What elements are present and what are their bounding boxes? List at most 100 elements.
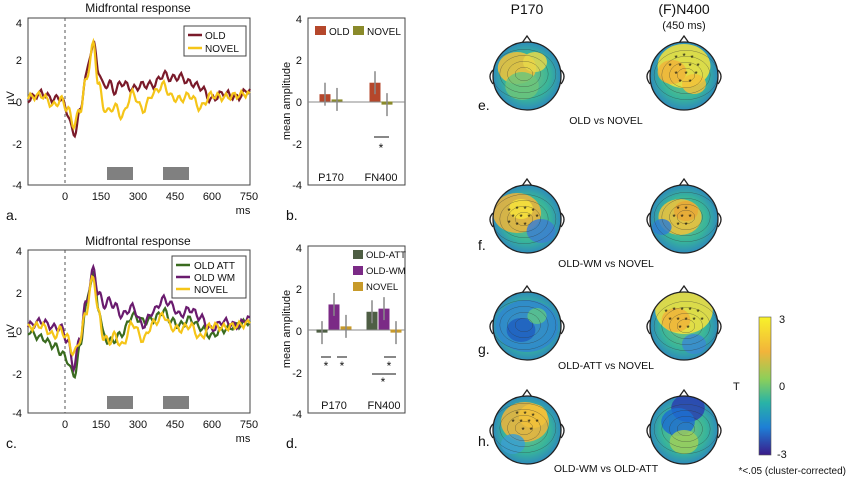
topo-contour [676, 318, 696, 334]
xtick: 750 [240, 419, 258, 431]
bar [328, 304, 340, 330]
head-outline [649, 184, 719, 254]
topo-contour [493, 194, 557, 244]
erp-top-xticks: 0 150 300 450 600 750 ms [62, 191, 258, 217]
head-nose [521, 284, 533, 294]
topo-contour [493, 300, 557, 350]
electrode-star: * [668, 62, 671, 71]
xtick: 150 [92, 191, 110, 203]
ytick: 4 [296, 14, 302, 26]
topo-head: ************ [646, 34, 722, 111]
time-window-fn400 [163, 167, 189, 180]
electrode-star: * [523, 205, 526, 214]
head-nose [678, 177, 690, 187]
ytick: 0 [16, 326, 22, 338]
xtick: 300 [129, 419, 147, 431]
ytick: 0 [16, 97, 22, 109]
erp-bottom-title: Midfrontal response [85, 234, 191, 248]
electrode-star: * [674, 70, 677, 79]
head-outline [492, 291, 562, 361]
topo-blob [527, 308, 547, 324]
topo-head [646, 388, 722, 465]
topo-field [650, 42, 718, 110]
xtick: 750 [240, 191, 258, 203]
legend-label: NOVEL [366, 282, 398, 293]
bar-bottom-yticks: 4 2 0 -2 -4 [292, 243, 302, 421]
colorbar: 3 0 -3 T *<.05 (cluster-corrected) [733, 314, 846, 477]
topo-contour [669, 313, 703, 339]
topo-field [493, 292, 561, 360]
head-nose [678, 388, 690, 398]
electrode-star: * [690, 54, 693, 63]
head-nose [678, 284, 690, 294]
topo-field [493, 396, 561, 464]
xtick: 450 [166, 419, 184, 431]
electrode-star: * [515, 221, 518, 230]
topo-contour [669, 416, 703, 442]
head-ear-right [560, 69, 565, 85]
head-ear-left [489, 319, 494, 335]
colorbar-max: 3 [779, 314, 785, 326]
erp-panel-bottom: Midfrontal response µV 4 2 0 -2 -4 0 150… [5, 234, 258, 451]
head-ear-left [646, 69, 651, 85]
ytick: 2 [296, 55, 302, 67]
electrode-star: * [692, 316, 695, 325]
bar-bottom-ylabel: mean amplitude [281, 290, 293, 368]
erp-top-yticks: 4 2 0 -2 -4 [12, 18, 22, 192]
topo-column-subtitle: (450 ms) [662, 20, 705, 32]
ytick: -2 [292, 139, 302, 151]
electrode-star: * [521, 426, 524, 435]
ytick: 0 [296, 97, 302, 109]
legend-label: OLD ATT [194, 261, 235, 272]
electrode-star: * [696, 62, 699, 71]
topo-blob [661, 308, 691, 332]
topo-head: * ** * ** * [646, 177, 722, 254]
topo-blob [518, 404, 548, 428]
topo-contour [514, 66, 534, 82]
electrode-star: * [688, 62, 691, 71]
ytick: 4 [16, 246, 22, 258]
ytick: 2 [16, 288, 22, 300]
head-ear-right [560, 212, 565, 228]
topo-contour [507, 415, 541, 441]
head-ear-right [560, 423, 565, 439]
xtick: 450 [166, 191, 184, 203]
xtick: 0 [62, 191, 68, 203]
electrode-star: * [515, 410, 518, 419]
head-outline [649, 395, 719, 465]
electrode-star: * [688, 78, 691, 87]
topo-head: ************ [646, 284, 722, 361]
time-window-fn400 [163, 396, 189, 409]
colorbar-label: T [733, 381, 740, 393]
electrode-star: * [535, 418, 538, 427]
panel-label-c: c. [6, 435, 17, 451]
bar-top-bars [319, 71, 393, 117]
panel-label-b: b. [286, 207, 298, 223]
head-ear-left [489, 212, 494, 228]
ytick: -4 [12, 408, 22, 420]
xunit: ms [236, 433, 251, 445]
electrode-star: * [676, 205, 679, 214]
topo-field [650, 396, 718, 464]
topo-head: * * * ** * * ** ** [489, 177, 565, 254]
electrode-star: * [700, 316, 703, 325]
significance-star: * [340, 359, 345, 373]
time-window-p170 [107, 167, 133, 180]
head-nose [521, 34, 533, 44]
legend-label: NOVEL [205, 44, 239, 55]
erp-bottom-yticks: 4 2 0 -2 -4 [12, 246, 22, 420]
panel-label-f: f. [478, 237, 486, 253]
electrode-star: * [684, 70, 687, 79]
topo-blob [505, 72, 539, 100]
topo-contour [499, 306, 549, 344]
time-window-p170 [107, 396, 133, 409]
legend-label: NOVEL [367, 27, 401, 38]
significance-star: * [387, 359, 392, 373]
xunit: ms [236, 205, 251, 217]
bar-panel-bottom: mean amplitude 4 2 0 -2 -4 OLD-ATT OLD-W… [281, 243, 406, 451]
topo-head [489, 284, 565, 361]
electrode-star: * [515, 205, 518, 214]
topo-contour [514, 317, 534, 333]
topo-blob [669, 430, 699, 454]
electrode-star: * [688, 306, 691, 315]
